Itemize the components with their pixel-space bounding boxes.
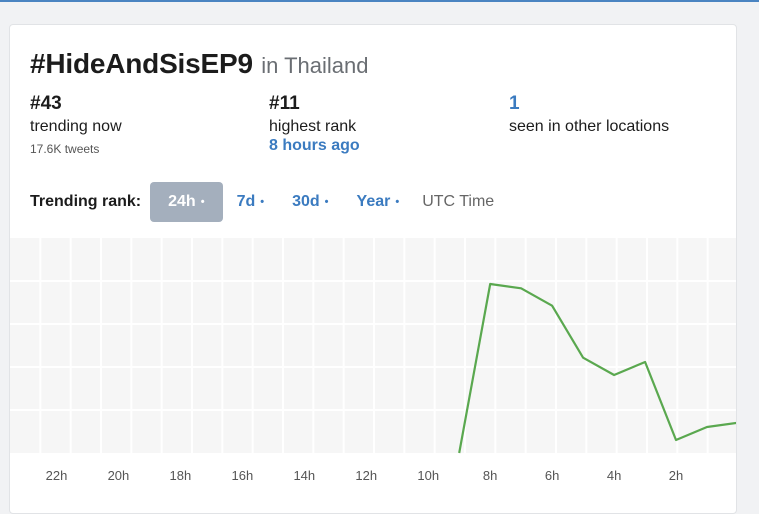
trend-card: #HideAndSisEP9 in Thailand #43 trending …	[9, 24, 737, 514]
tab-30d-label: 30d	[292, 193, 320, 210]
location-label: in Thailand	[261, 53, 368, 78]
utc-time-label: UTC Time	[422, 193, 494, 211]
other-locations-stat: 1 seen in other locations	[509, 93, 669, 136]
current-rank-value: #43	[30, 93, 122, 115]
chart-x-tick-label: 14h	[293, 468, 315, 483]
chart-x-tick-label: 2h	[669, 468, 683, 483]
chart-x-tick-label: 16h	[231, 468, 253, 483]
tab-year[interactable]: Year •	[343, 182, 414, 222]
trending-rank-label: Trending rank:	[30, 193, 141, 211]
trending-rank-chart: 22h 20h 18h 16h 14h 12h 10h 8h 6h 4h 2h	[10, 238, 737, 514]
chart-x-tick-label: 8h	[483, 468, 497, 483]
other-locations-count-link[interactable]: 1	[509, 93, 669, 115]
chart-x-tick-label: 4h	[607, 468, 621, 483]
chart-x-tick-label: 18h	[170, 468, 192, 483]
tab-7d[interactable]: 7d •	[223, 182, 279, 222]
tab-year-dot: •	[395, 196, 399, 208]
trend-title: #HideAndSisEP9 in Thailand	[30, 48, 369, 80]
tab-7d-dot: •	[260, 196, 264, 208]
tweet-count: 17.6K tweets	[30, 142, 122, 156]
tab-30d-dot: •	[325, 196, 329, 208]
highest-rank-stat: #11 highest rank 8 hours ago	[269, 93, 360, 155]
current-rank-label: trending now	[30, 118, 122, 136]
chart-x-tick-label: 6h	[545, 468, 559, 483]
hashtag-title: #HideAndSisEP9	[30, 48, 253, 79]
tab-24h-dot: •	[201, 196, 205, 208]
tab-30d[interactable]: 30d •	[278, 182, 342, 222]
highest-rank-label: highest rank	[269, 118, 360, 136]
tab-24h-label: 24h	[168, 193, 196, 210]
other-locations-label: seen in other locations	[509, 118, 669, 136]
chart-x-tick-label: 10h	[417, 468, 439, 483]
highest-rank-time-link[interactable]: 8 hours ago	[269, 137, 360, 155]
trending-rank-controls: Trending rank: 24h • 7d • 30d • Year • UTC T…	[30, 182, 494, 222]
tab-24h[interactable]: 24h •	[150, 182, 222, 222]
top-accent-line	[0, 0, 759, 2]
chart-x-tick-label: 22h	[46, 468, 68, 483]
tab-7d-label: 7d	[237, 193, 256, 210]
current-rank-stat: #43 trending now 17.6K tweets	[30, 93, 122, 156]
highest-rank-value: #11	[269, 93, 360, 115]
chart-x-tick-label: 20h	[108, 468, 130, 483]
chart-x-tick-label: 12h	[355, 468, 377, 483]
tab-year-label: Year	[357, 193, 391, 210]
